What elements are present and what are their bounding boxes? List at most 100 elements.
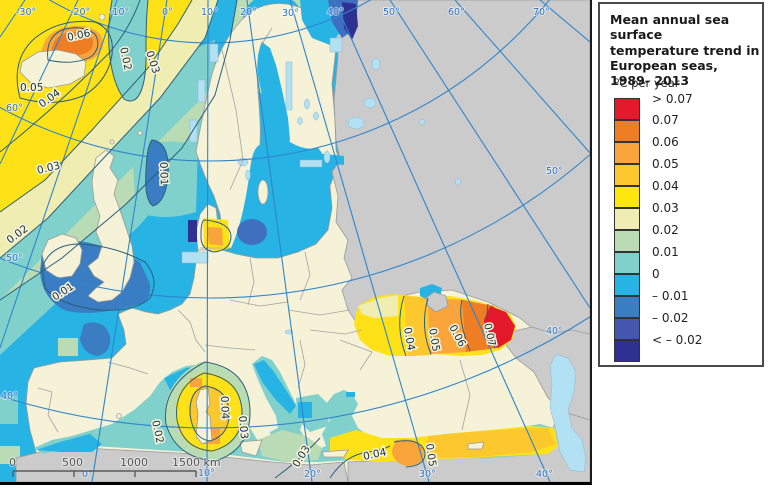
great-britain <box>87 149 135 303</box>
contour-lines <box>0 0 496 479</box>
balearic-islands <box>116 413 122 419</box>
legend-swatch <box>614 274 640 296</box>
antalya-orange-zone <box>392 439 424 466</box>
black-sea-red-maximum <box>484 306 515 348</box>
lon-label-top: 0° <box>162 7 173 18</box>
contour-atlantic-002 <box>0 0 219 259</box>
border-norway-sweden <box>221 49 244 191</box>
adriatic-cyan-zone <box>254 360 296 414</box>
lon-label-top: -10° <box>109 7 129 18</box>
map-canvas: 0.06 0.05 0.04 0.02 0.03 0.03 0.02 0.01 … <box>0 0 590 482</box>
legend-class-label: 0 <box>652 267 660 281</box>
meridian-0 <box>91 0 168 482</box>
scale-label: 1000 <box>120 456 148 469</box>
kattegat-orange-zone <box>207 227 223 246</box>
legend-class-label: 0.06 <box>652 135 679 149</box>
alboran-cyan-zone <box>36 434 102 452</box>
shetland <box>137 130 143 136</box>
graticule-lines <box>0 0 590 482</box>
contour-blacksea-004 <box>399 295 407 357</box>
legend-panel: Mean annual sea surface temperature tren… <box>598 2 764 367</box>
lon-label-top: 30° <box>282 8 299 19</box>
lat-label-left: 40° <box>1 391 18 402</box>
contour-label: 0.04 <box>218 396 231 420</box>
legend-class-label: > 0.07 <box>652 92 693 106</box>
caspian-sea <box>549 353 587 473</box>
contour-trench-001 <box>145 139 169 207</box>
legend-class-label: < – 0.02 <box>652 333 703 347</box>
border-sweden-finland <box>261 27 273 45</box>
legend-unit: ºC per year <box>614 76 680 90</box>
iberia-west-teal-patch <box>0 396 18 424</box>
border-balkans <box>297 339 306 389</box>
legend-class-label: 0.05 <box>652 157 679 171</box>
iceland <box>19 49 87 89</box>
legend-swatch <box>614 296 640 318</box>
parallel-50n <box>0 153 590 299</box>
white-sea-navy <box>342 2 358 40</box>
finnish-lake-2 <box>313 111 319 121</box>
border-hungary-romania <box>287 309 351 316</box>
parallel-40n <box>0 316 590 429</box>
aegean-cyan-patch <box>298 402 312 418</box>
contour-label: 0.01 <box>157 162 170 186</box>
legend-title-line: Mean annual sea surface <box>610 12 730 43</box>
legend-class-label: 0.02 <box>652 223 679 237</box>
legend-swatch <box>614 208 640 230</box>
legend-swatch <box>614 252 640 274</box>
meridian-60 <box>454 0 590 154</box>
legend-class-label: 0.04 <box>652 179 679 193</box>
scale-label: 0 <box>9 456 16 469</box>
graticule-labels: -30° -20° -10° 0° 10° 20° 30° 40° 50° 60… <box>0 6 564 481</box>
meridian-10 <box>206 0 209 482</box>
lake-vattern <box>245 169 251 181</box>
parallel-60n <box>0 0 550 162</box>
jan-mayen-island <box>98 13 106 21</box>
contour-atlantic-001 <box>0 0 238 301</box>
country-borders <box>37 27 471 433</box>
russian-lake-3 <box>455 178 461 186</box>
contour-label: 0.05 <box>20 82 43 94</box>
lon-label-top: 70° <box>533 7 550 18</box>
legend-class-label: 0.03 <box>652 201 679 215</box>
contour-atlantic-003 <box>0 0 193 213</box>
sea-surface-temperature-map: 0.06 0.05 0.04 0.02 0.03 0.03 0.02 0.01 … <box>0 0 592 485</box>
lon-label-top: 40° <box>327 7 344 18</box>
lat-label-left: 50° <box>6 253 23 264</box>
legend-title-line: temperature trend in <box>610 42 760 58</box>
legend-class-label: 0.01 <box>652 245 679 259</box>
sea-of-marmara <box>346 392 355 397</box>
contour-blacksea-007 <box>486 303 496 349</box>
legend-title-line: European seas, <box>610 57 718 73</box>
meridian-20 <box>246 0 313 482</box>
contour-blacksea-006 <box>460 299 471 352</box>
bothnia-coastal-patch <box>285 61 293 111</box>
meridian-40 <box>333 0 551 482</box>
contour-kattegat <box>200 219 232 253</box>
lake-onega <box>363 97 377 109</box>
border-poland-east <box>299 251 311 301</box>
lon-label-top: 10° <box>201 7 218 18</box>
black-sea-orange-band <box>428 298 468 354</box>
contour-iceland-005 <box>16 20 113 103</box>
lon-label-bottom: 10° <box>198 468 215 479</box>
contour-eastmed-005 <box>393 440 426 468</box>
norway-coastal-patch-1 <box>189 119 198 143</box>
lake-ladoga <box>347 116 365 130</box>
border-france-germany <box>177 309 206 353</box>
contour-iceland-006 <box>47 27 99 63</box>
border-germany-poland <box>247 257 255 306</box>
russian-lake-1 <box>371 57 381 71</box>
meridian-70 <box>539 0 590 43</box>
legend-class-label: – 0.01 <box>652 289 689 303</box>
legend-swatch <box>614 340 640 362</box>
legend-swatch <box>614 98 640 120</box>
contour-label: 0.05 <box>426 327 442 352</box>
contour-celtic-001 <box>41 243 155 311</box>
norway-coastal-patch-3 <box>209 43 219 63</box>
crimea <box>425 291 449 313</box>
zone-pale-yellow <box>0 0 218 258</box>
lat-label-left: 60° <box>6 103 23 114</box>
legend-title-line: 1989- 2013 <box>610 73 690 88</box>
cyprus <box>467 441 485 450</box>
